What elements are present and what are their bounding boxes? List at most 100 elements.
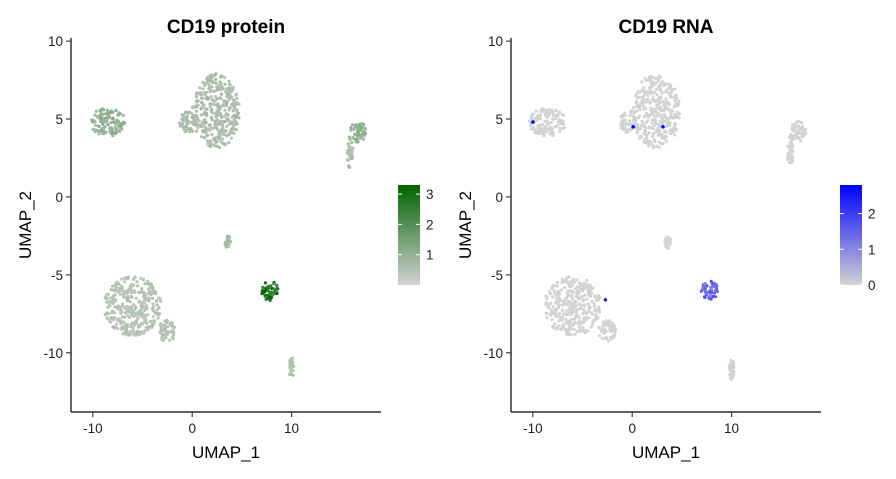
cell-point — [158, 296, 162, 300]
cell-point — [234, 100, 239, 105]
cell-point — [572, 327, 576, 331]
cell-point — [351, 135, 355, 140]
cell-point — [349, 141, 353, 145]
cell-point — [210, 118, 214, 122]
cell-point — [655, 106, 659, 111]
cell-point — [613, 324, 617, 328]
cell-point — [199, 135, 203, 139]
cell-point — [668, 116, 673, 120]
cell-point — [562, 126, 567, 130]
cell-point — [544, 130, 548, 134]
cell-point — [529, 127, 534, 131]
cell-point — [669, 128, 673, 132]
cell-point — [289, 371, 293, 375]
cell-point — [543, 302, 548, 306]
cell-point — [231, 109, 235, 113]
cell-point — [123, 280, 127, 284]
cell-point — [288, 359, 292, 363]
cell-point — [670, 109, 675, 113]
cell-point — [649, 108, 653, 112]
cell-point — [160, 337, 164, 341]
cell-point — [190, 105, 195, 109]
x-axis-label: UMAP_1 — [632, 443, 700, 462]
cell-point — [130, 282, 134, 286]
cell-point — [109, 120, 113, 125]
cell-point — [346, 142, 350, 146]
cell-point — [786, 151, 790, 155]
cell-point — [120, 277, 124, 281]
cell-point — [131, 314, 136, 318]
cell-point — [146, 328, 150, 332]
cell-point — [545, 119, 549, 123]
cell-point — [578, 285, 582, 289]
cell-point — [598, 295, 602, 299]
cell-point — [151, 309, 155, 313]
cell-point — [215, 135, 219, 139]
cell-point — [647, 100, 651, 104]
cell-point — [628, 127, 632, 131]
legend-tick-label: 3 — [426, 187, 434, 202]
cell-point — [237, 116, 241, 120]
x-tick-label: 10 — [724, 421, 739, 436]
cell-point — [93, 130, 97, 134]
cell-point — [151, 315, 155, 319]
cell-point — [650, 98, 654, 102]
cell-point — [586, 302, 590, 306]
cell-point — [188, 129, 192, 133]
cell-point — [657, 75, 661, 79]
cell-point — [550, 284, 555, 288]
y-tick-label: 0 — [495, 190, 503, 205]
cell-point — [194, 129, 198, 133]
cell-point — [113, 125, 117, 129]
cell-point — [582, 308, 586, 312]
cell-point — [143, 316, 147, 320]
cell-point — [585, 278, 589, 282]
cell-point — [165, 325, 169, 329]
cell-point — [649, 140, 653, 144]
cell-point — [661, 81, 665, 85]
cell-point — [124, 323, 128, 327]
cell-point — [210, 85, 214, 89]
legend-tick-label: 1 — [868, 242, 876, 257]
cell-point — [233, 106, 237, 110]
cell-point — [134, 305, 138, 310]
cell-point — [161, 324, 165, 328]
cell-point — [569, 333, 574, 337]
cell-point — [208, 125, 212, 129]
y-axis-label: UMAP_2 — [456, 191, 475, 259]
cell-point — [640, 121, 645, 125]
cell-point — [120, 310, 124, 314]
cell-point — [364, 132, 368, 136]
cell-point — [670, 95, 674, 99]
cell-point — [215, 144, 219, 148]
cell-point — [120, 327, 124, 331]
cell-point — [350, 123, 354, 127]
cell-point — [356, 140, 360, 144]
cell-point — [213, 140, 218, 145]
cell-point — [788, 148, 792, 152]
cell-point — [644, 134, 648, 138]
cell-point — [357, 133, 361, 137]
cell-point — [200, 101, 204, 105]
cell-point — [123, 289, 127, 293]
cell-point — [108, 129, 112, 133]
cell-point — [625, 122, 629, 126]
cell-point — [549, 301, 553, 306]
cell-point — [190, 112, 194, 116]
cell-point — [546, 127, 550, 131]
cell-point — [212, 144, 216, 148]
cell-point — [555, 297, 559, 301]
cell-point — [208, 144, 212, 148]
cell-point — [210, 107, 214, 111]
cell-point — [230, 121, 234, 125]
cell-point — [667, 108, 672, 112]
cell-point — [673, 113, 677, 117]
cell-point — [656, 102, 660, 106]
cell-point — [553, 125, 557, 129]
cell-point — [568, 326, 572, 330]
cell-point — [567, 300, 571, 304]
cell-point — [206, 75, 210, 79]
cell-point — [224, 142, 228, 146]
cell-point — [102, 120, 106, 124]
cell-point — [581, 312, 585, 316]
